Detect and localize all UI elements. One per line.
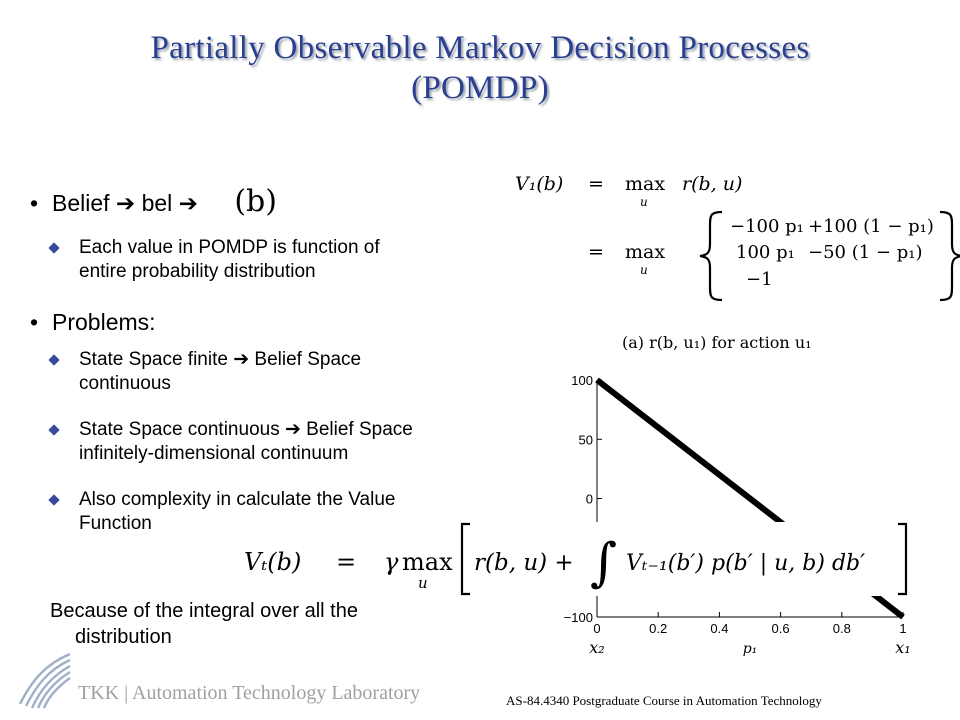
subbullet-4: Also complexity in calculate the Value F… [48,488,520,536]
chart-title: (a) r(b, u₁) for action u₁ [622,333,812,352]
vt-max-sub: u [418,574,428,592]
right-bracket-icon [898,522,908,596]
integral-note-line2: distribution [75,626,172,648]
v1-reward: r(b, u) [682,173,742,195]
v1-row1-b: +100 (1 − p₁) [808,216,934,237]
x-tick-label: 0.8 [833,621,851,636]
subbullet-2: State Space finite ➔ Belief Space contin… [48,348,520,396]
subbullet-1-line2: entire probability distribution [79,261,316,282]
v1-eq2: = [588,241,604,263]
bullet-belief-text: Belief ➔ bel ➔ [52,190,198,216]
subbullet-3: State Space continuous ➔ Belief Space in… [48,418,520,466]
slide-title: Partially Observable Markov Decision Pro… [40,28,920,108]
bullet-problems-text: Problems: [52,309,156,335]
subbullet-4-line1: Also complexity in calculate the Value [79,489,396,510]
subbullet-2-line2: continuous [79,373,171,394]
vt-max: max [402,548,453,576]
footer-lab-name: TKK | Automation Technology Laboratory [78,682,421,704]
y-tick-label: 100 [571,373,593,388]
y-tick-label: −100 [564,610,593,625]
subbullet-1-line1: Each value in POMDP is function of [79,237,380,258]
vt-body-a: r(b, u) + [474,550,574,576]
vt-eq: = [336,548,356,576]
v1-lhs: V₁(b) [515,173,563,195]
slide-title-line2: (POMDP) [411,70,549,106]
vt-integral-icon: ∫ [590,533,617,593]
x-tick-label: 0.2 [649,621,667,636]
bullet-dot-icon: • [30,309,39,335]
vt-gamma: γ [384,548,399,576]
bullet-belief: • Belief ➔ bel ➔ (b) [30,187,277,217]
subbullet-3-line2: infinitely-dimensional continuum [79,443,349,464]
tkk-logo-icon [18,652,71,709]
vt-equation-background [236,522,908,596]
left-brace-icon [699,210,723,302]
vt-body-b: Vₜ₋₁(b′) p(b′ | u, b) db′ [626,551,865,576]
v1-row1-a: −100 p₁ [730,216,804,237]
bullet-problems: • Problems: [30,308,156,336]
subbullet-4-line2: Function [79,513,152,534]
y-tick-label: 50 [579,432,593,447]
x-tick-label: 0 [593,621,600,636]
left-bracket-icon [460,522,470,596]
x-axis-label: p₁ [743,641,758,657]
subbullet-2-line1: State Space finite ➔ Belief Space [79,349,362,370]
integral-note-line1: Because of the integral over all the [50,600,358,622]
v1-row3-a: −1 [746,269,773,290]
subbullet-1: Each value in POMDP is function of entir… [48,236,520,284]
vt-lhs: Vₜ(b) [244,548,301,576]
x-tick-label: 0.6 [772,621,790,636]
v1-row2-b: −50 (1 − p₁) [808,242,922,263]
right-brace-icon [939,210,960,302]
bullet-dot-icon: • [30,190,39,216]
v1-max2-sub: u [640,263,648,277]
v1-eq1: = [588,173,604,195]
v1-max2: max [625,241,665,263]
v1-row2-a: 100 p₁ [736,242,795,263]
v1-max1-sub: u [640,195,648,209]
subbullet-3-line1: State Space continuous ➔ Belief Space [79,419,413,440]
y-tick-label: 0 [586,492,593,507]
footer-course-name: AS-84.4340 Postgraduate Course in Automa… [506,693,822,708]
x-end-label-left: x₂ [589,638,604,657]
x-end-label-right: x₁ [895,638,910,657]
x-tick-label: 0.4 [710,621,728,636]
v1-max1: max [625,173,665,195]
bullet-belief-math: (b) [234,184,277,219]
integral-note: Because of the integral over all the dis… [50,598,480,650]
x-tick-label: 1 [899,621,906,636]
slide-title-line1: Partially Observable Markov Decision Pro… [150,30,810,66]
